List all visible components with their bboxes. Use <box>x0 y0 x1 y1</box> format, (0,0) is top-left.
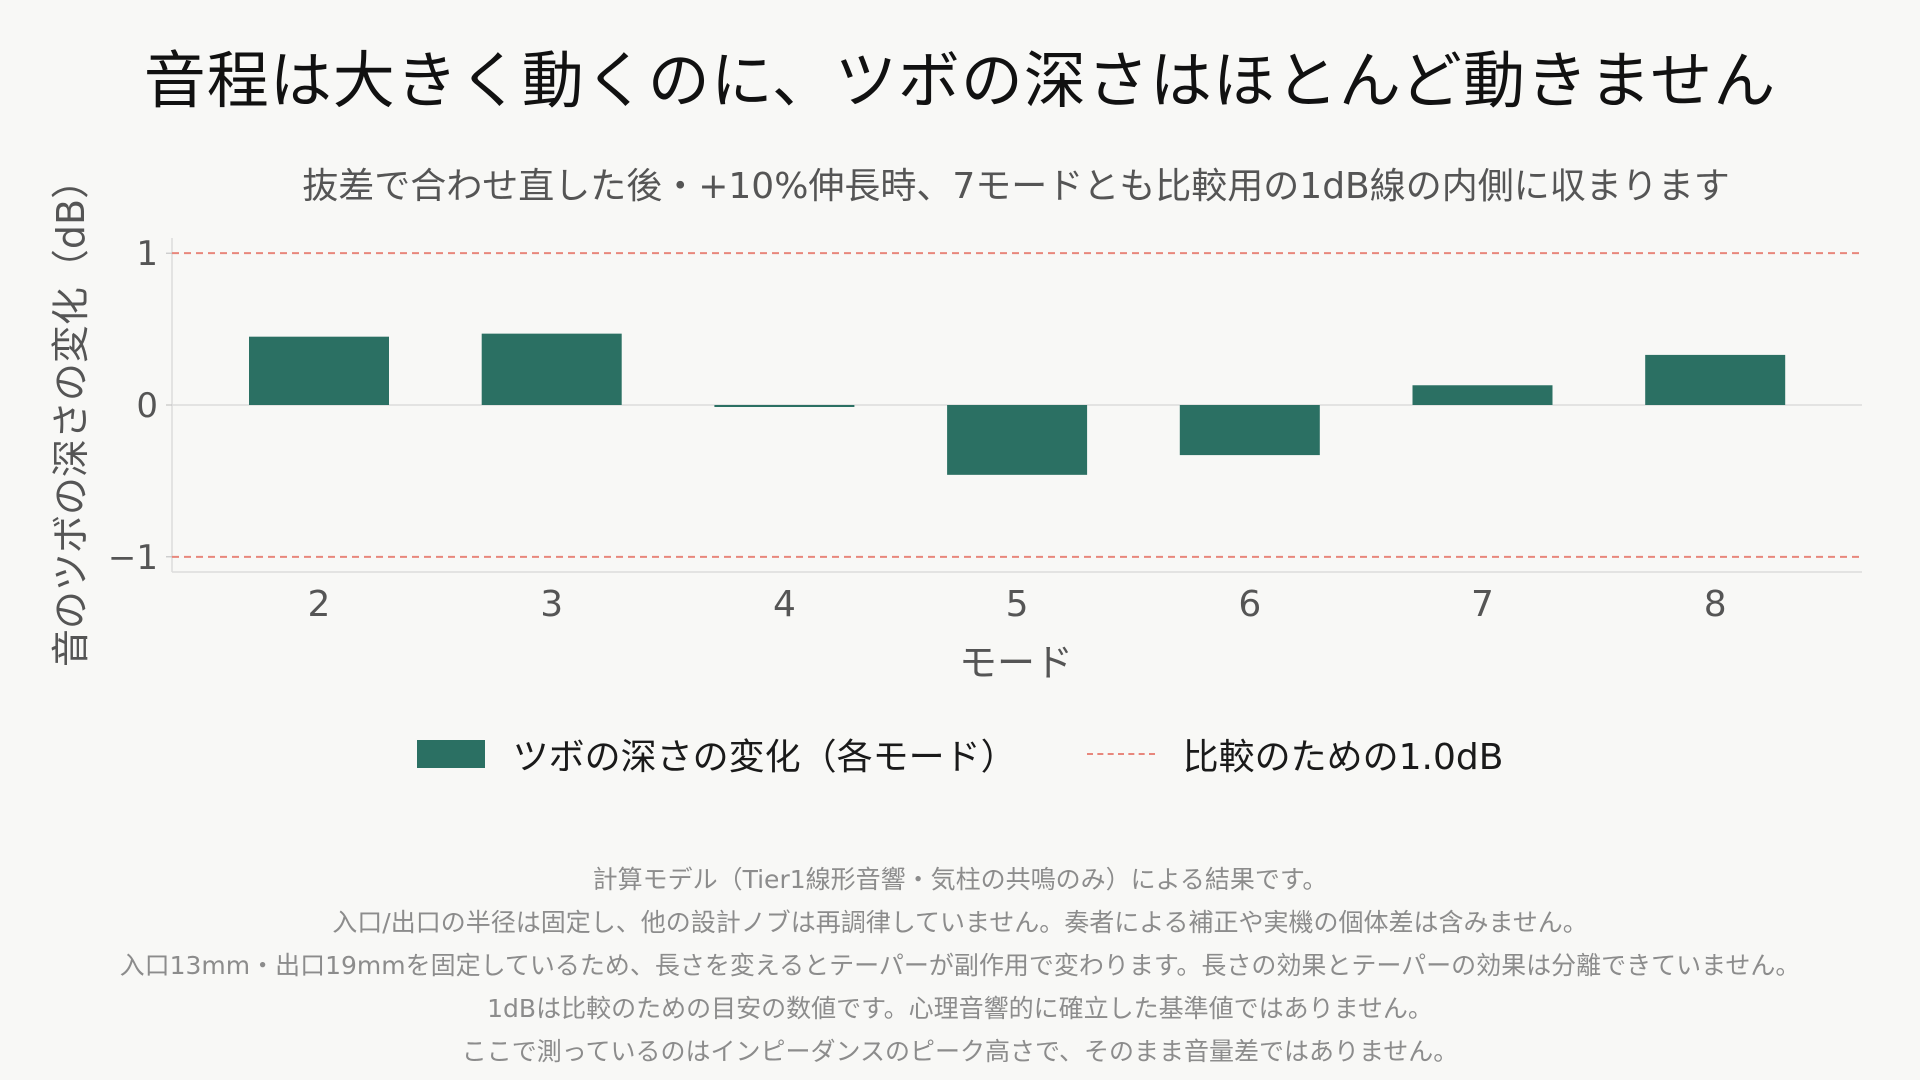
x-tick-label: 4 <box>773 584 796 625</box>
legend-item-reference: 比較のための1.0dB <box>1086 728 1504 780</box>
legend-item-bars: ツボの深さの変化（各モード） <box>416 728 1017 780</box>
legend-bar-swatch <box>416 740 485 768</box>
x-tick-label: 3 <box>540 584 563 625</box>
legend-bar-label: ツボの深さの変化（各モード） <box>512 737 1017 778</box>
footnote-line: 計算モデル（Tier1線形音響・気柱の共鳴のみ）による結果です。 <box>592 865 1328 894</box>
bar-mode-5 <box>947 405 1088 475</box>
bar-mode-8 <box>1645 354 1786 405</box>
footnote-line: 1dBは比較のための目安の数値です。心理音響的に確立した基準値ではありません。 <box>487 994 1433 1023</box>
x-tick-label: 7 <box>1471 584 1494 625</box>
legend-line-label: 比較のための1.0dB <box>1182 737 1504 778</box>
footnote-line: 入口13mm・出口19mmを固定しているため、長さを変えるとテーパーが副作用で変… <box>119 951 1801 980</box>
bar-mode-3 <box>481 333 622 405</box>
footnotes: 計算モデル（Tier1線形音響・気柱の共鳴のみ）による結果です。 入口/出口の半… <box>0 858 1920 1073</box>
legend-line-swatch <box>1086 753 1155 755</box>
y-tick-label: 1 <box>136 234 158 274</box>
footnote-line: 入口/出口の半径は固定し、他の設計ノブは再調律していません。奏者による補正や実機… <box>332 908 1588 937</box>
chart-subtitle: 抜差で合わせ直した後・+10%伸長時、7モードとも比較用の1dB線の内側に収まり… <box>302 166 1730 207</box>
x-tick-label: 8 <box>1704 584 1727 625</box>
x-tick-label: 6 <box>1238 584 1261 625</box>
y-tick-label: −1 <box>108 538 158 578</box>
footnote-line: ここで測っているのはインピーダンスのピーク高さで、そのまま音量差ではありません。 <box>461 1037 1459 1066</box>
x-tick-label: 2 <box>308 584 331 625</box>
chart-title: 音程は大きく動くのに、ツボの深さはほとんど動きません <box>143 44 1777 117</box>
legend: ツボの深さの変化（各モード） 比較のための1.0dB <box>0 728 1920 780</box>
bar-mode-2 <box>249 336 389 405</box>
x-tick-label: 5 <box>1006 584 1029 625</box>
y-tick-label: 0 <box>136 386 158 426</box>
bar-mode-4 <box>714 405 855 407</box>
x-axis-label: モード <box>959 641 1073 685</box>
y-axis-label: 音のツボの深さの変化（dB） <box>49 161 93 667</box>
bar-mode-7 <box>1412 385 1553 405</box>
bar-mode-6 <box>1179 405 1320 456</box>
